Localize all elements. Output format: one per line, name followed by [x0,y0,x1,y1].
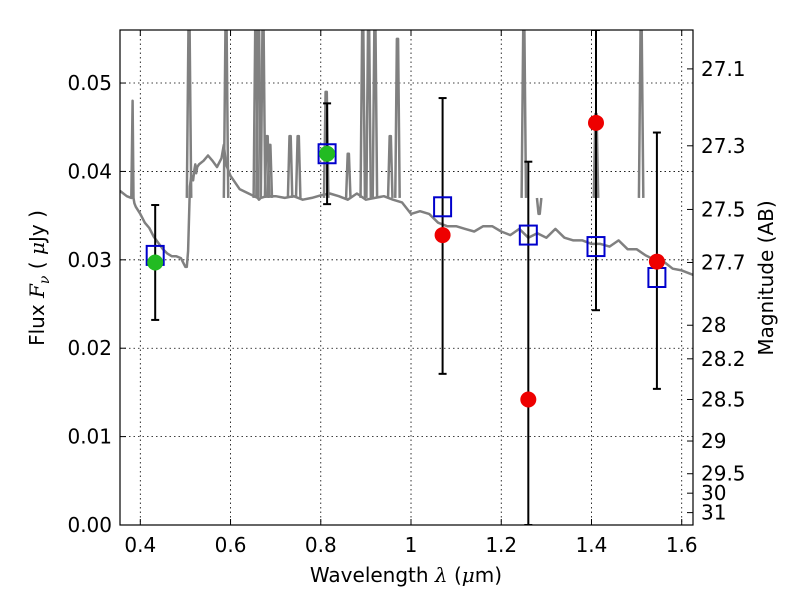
observed-flux-point [434,227,451,244]
model-photometry-layer [145,143,667,288]
plot-frame [119,29,694,526]
y2-tick-label: 28 [701,313,726,337]
axis-ticks [120,30,693,526]
emission-line-spike [520,30,528,198]
y2-tick-label: 27.3 [701,134,746,158]
emission-line-spike [222,30,230,198]
plot-background [120,30,693,525]
model-photometry-point [586,236,606,258]
x-tick-label: 0.8 [305,533,337,557]
observed-points-layer [147,114,665,408]
emission-line-spike [637,30,645,198]
y2-tick-label: 29.5 [701,462,746,486]
emission-line-spike [266,143,274,198]
x-axis-title: Wavelength λ (μm) [310,563,502,587]
observed-flux-point [648,253,665,270]
detection-point [319,145,336,162]
emission-line-spike [344,152,352,198]
x-tick-label: 0.6 [215,533,247,557]
emission-line-spike [365,30,373,198]
emission-line-spike [286,134,294,198]
y2-tick-label: 28.5 [701,387,746,411]
emission-line-spike [535,197,543,216]
y-tick-label: 0.02 [67,336,112,360]
error-bar-layer [151,30,661,525]
y2-tick-label: 28.2 [701,347,746,371]
observed-flux-point [520,391,537,408]
x-tick-label: 1 [405,533,418,557]
emission-line-spike [255,30,262,198]
x-tick-label: 1.4 [576,533,608,557]
observed-flux-point [587,114,604,131]
emission-line-spike [394,37,401,198]
y2-tick-label: 27.5 [701,197,746,221]
model-photometry-point [433,196,453,218]
emission-line-spike [185,30,193,198]
x-tick-label: 1.6 [666,533,698,557]
y2-tick-label: 27.7 [701,250,746,274]
y2-tick-label: 30 [701,481,726,505]
emission-line-spike [359,30,367,198]
detection-point [147,254,164,271]
emission-line-spike [386,134,394,198]
y-axis-title: Flux Fν ( μJy ) [25,210,53,346]
y2-tick-label: 27.1 [701,57,746,81]
y2-axis-title: Magnitude (AB) [754,200,778,355]
model-photometry-point [518,224,538,246]
emission-line-spike [294,134,302,198]
emission-line-spike [259,30,267,198]
model-sed-curve [120,99,693,276]
x-tick-label: 0.4 [124,533,156,557]
y2-tick-label: 31 [701,501,726,525]
y-tick-label: 0.01 [67,425,112,449]
y-tick-label: 0.04 [67,159,112,183]
x-tick-labels: 0.4 0.6 0.8 1 1.2 1.4 1.6 [124,533,697,557]
y2-tick-label: 29 [701,429,726,453]
model-photometry-point [317,143,337,165]
emission-line-spike [371,30,379,198]
y-tick-label: 0.05 [67,71,112,95]
y-tick-labels: 0.00 0.01 0.02 0.03 0.04 0.05 [67,71,112,537]
x-tick-label: 1.2 [485,533,517,557]
y-tick-label: 0.03 [67,248,112,272]
y-tick-label: 0.00 [67,513,112,537]
model-sed-layer [120,30,693,276]
